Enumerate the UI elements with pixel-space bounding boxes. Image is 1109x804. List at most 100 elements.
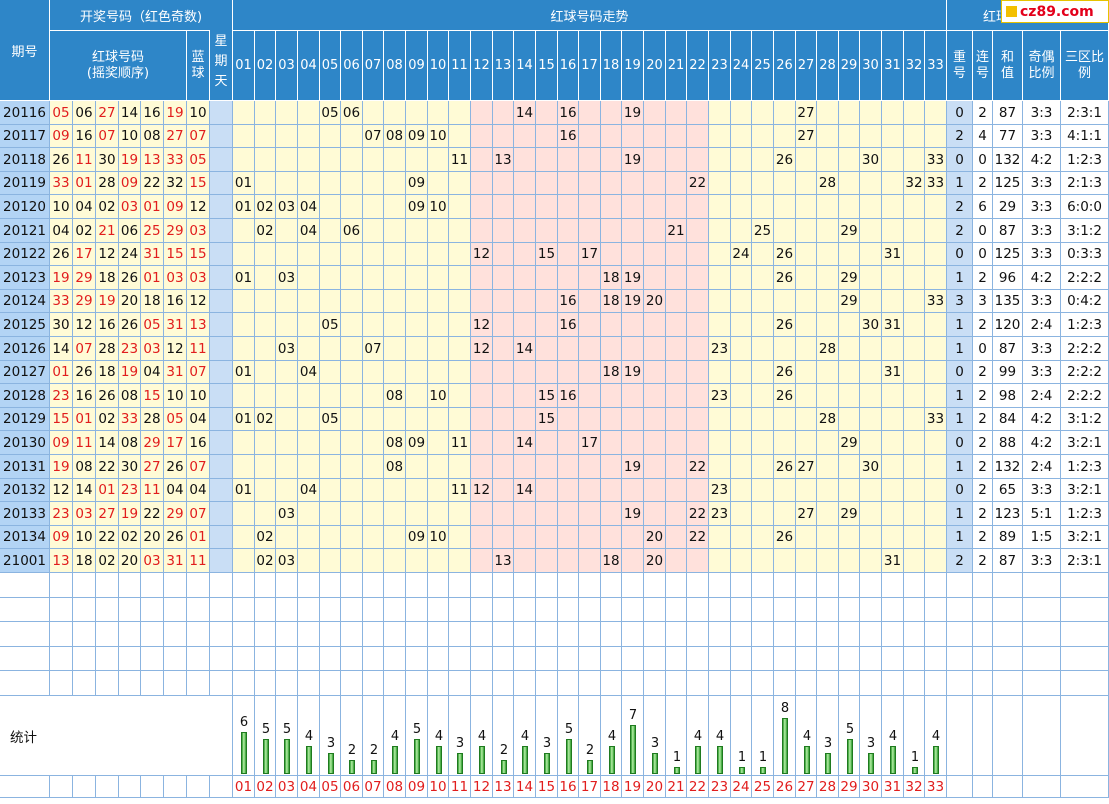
red-ball: 28 (96, 337, 119, 361)
empty-cell (644, 622, 666, 647)
site-logo[interactable]: cz89.com (1001, 0, 1109, 23)
stat-count: 1 (910, 750, 920, 765)
trend-hit: 16 (558, 290, 579, 313)
trend-cell (255, 148, 276, 172)
trend-cell (493, 526, 514, 549)
trend-cell (449, 172, 471, 195)
empty-cell (1023, 598, 1061, 622)
shape-oddeven: 3:3 (1023, 337, 1061, 361)
empty-cell (904, 671, 925, 696)
period-cell: 20129 (0, 408, 50, 431)
bottom-empty-cell (187, 776, 210, 798)
empty-cell (687, 647, 709, 671)
empty-cell (839, 671, 860, 696)
weekday-cell (210, 290, 233, 313)
trend-cell (774, 219, 796, 243)
empty-cell (164, 671, 187, 696)
stat-count: 1 (672, 750, 682, 765)
period-cell: 20126 (0, 337, 50, 361)
bottom-empty-cell (993, 776, 1023, 798)
empty-cell (839, 598, 860, 622)
trend-cell (860, 266, 882, 290)
trend-cell (601, 455, 622, 479)
trend-cell (384, 148, 406, 172)
trend-cell (406, 219, 428, 243)
blue-ball: 12 (187, 290, 210, 313)
trend-cell (514, 455, 536, 479)
bottom-col-label: 21 (666, 776, 687, 798)
trend-cell (276, 148, 298, 172)
trend-hit: 27 (796, 502, 817, 526)
trend-cell (731, 219, 752, 243)
empty-cell (709, 573, 731, 598)
empty-cell (298, 598, 320, 622)
trend-hit: 14 (514, 479, 536, 502)
trend-cell (255, 313, 276, 337)
empty-cell (644, 647, 666, 671)
trend-cell (839, 243, 860, 266)
empty-cell (73, 622, 96, 647)
shape-sum: 135 (993, 290, 1023, 313)
trend-cell (860, 479, 882, 502)
trend-cell (536, 195, 558, 219)
trend-cell (817, 148, 839, 172)
trend-cell (320, 549, 341, 573)
trend-cell (536, 455, 558, 479)
trend-cell (860, 431, 882, 455)
trend-cell (514, 290, 536, 313)
trend-cell (601, 219, 622, 243)
empty-cell (1061, 622, 1109, 647)
red-ball: 11 (73, 148, 96, 172)
trend-cell (904, 526, 925, 549)
trend-hit: 06 (341, 101, 363, 125)
trend-cell (731, 337, 752, 361)
trend-cell (255, 243, 276, 266)
red-ball: 32 (164, 172, 187, 195)
empty-cell (341, 573, 363, 598)
trend-cell (709, 290, 731, 313)
red-ball: 30 (119, 455, 141, 479)
shape-sum: 87 (993, 337, 1023, 361)
trend-cell (276, 408, 298, 431)
trend-cell (709, 195, 731, 219)
trend-cell (406, 337, 428, 361)
trend-cell (687, 549, 709, 573)
trend-hit: 05 (320, 313, 341, 337)
empty-cell (558, 598, 579, 622)
empty-cell (428, 671, 449, 696)
trend-hit: 26 (774, 455, 796, 479)
trend-hit: 22 (687, 172, 709, 195)
stat-bar (479, 746, 485, 774)
stats-col-cell (817, 696, 839, 776)
trend-cell (514, 361, 536, 384)
trend-cell (687, 101, 709, 125)
shape-sum: 65 (993, 479, 1023, 502)
empty-cell (687, 598, 709, 622)
trend-cell (471, 290, 493, 313)
trend-cell (536, 361, 558, 384)
empty-cell (320, 671, 341, 696)
empty-cell (73, 598, 96, 622)
weekday-cell (210, 502, 233, 526)
trend-cell (406, 243, 428, 266)
weekday-cell (210, 313, 233, 337)
trend-hit: 14 (514, 431, 536, 455)
trend-cell (558, 148, 579, 172)
trend-hit: 07 (363, 125, 384, 148)
stat-bar (414, 739, 420, 774)
trend-cell (622, 384, 644, 408)
trend-cell (406, 549, 428, 573)
trend-cell (406, 384, 428, 408)
red-ball: 20 (141, 526, 164, 549)
empty-cell (119, 622, 141, 647)
shape-repeat: 0 (947, 101, 973, 125)
trend-cell (817, 101, 839, 125)
trend-cell (601, 431, 622, 455)
weekday-cell (210, 526, 233, 549)
trend-cell (601, 101, 622, 125)
trend-cell (579, 337, 601, 361)
trend-cell (601, 243, 622, 266)
empty-cell (709, 598, 731, 622)
trend-cell (255, 361, 276, 384)
trend-hit: 09 (406, 526, 428, 549)
